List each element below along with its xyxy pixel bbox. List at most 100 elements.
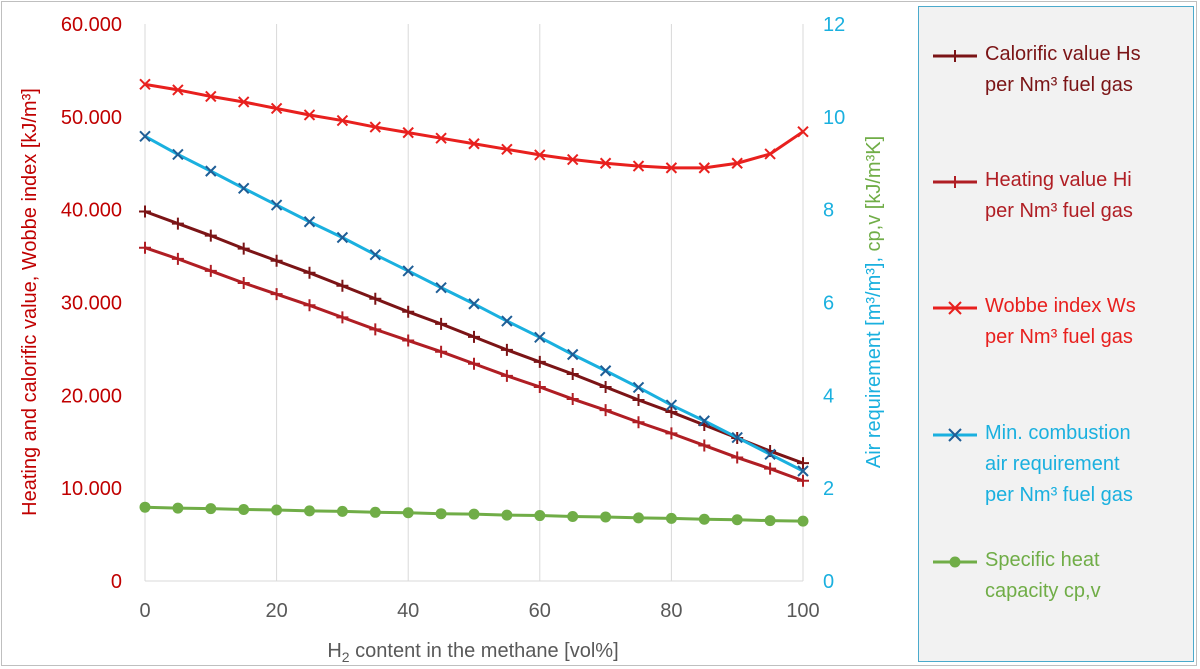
x-tick-label: 0 <box>139 600 150 622</box>
data-point-specific-heat-capacity-cp-v <box>698 513 710 525</box>
data-point-min-combustion-air-requirement <box>665 399 678 411</box>
x-axis-title-subscript: 2 <box>342 649 350 665</box>
x-axis-title: H2 content in the methane [vol%] <box>327 640 618 665</box>
data-point-heating-value-hi <box>303 299 316 312</box>
data-point-specific-heat-capacity-cp-v <box>797 515 809 527</box>
data-point-heating-value-hi <box>336 311 349 324</box>
data-point-min-combustion-air-requirement <box>468 298 480 310</box>
y-left-tick-label: 50.000 <box>61 107 122 129</box>
data-point-specific-heat-capacity-cp-v <box>238 504 250 516</box>
data-point-wobbe-index-ws <box>172 84 184 96</box>
data-point-specific-heat-capacity-cp-v <box>665 512 677 524</box>
data-point-specific-heat-capacity-cp-v <box>205 503 217 515</box>
y-axis-left-title: Heating and calorific value, Wobbe index… <box>19 88 41 516</box>
data-point-wobbe-index-ws <box>566 153 579 166</box>
y-left-tick-label: 30.000 <box>61 293 122 315</box>
data-point-heating-value-hi <box>731 451 744 464</box>
data-point-wobbe-index-ws <box>402 126 414 139</box>
data-point-heating-value-hi <box>237 277 250 290</box>
data-point-specific-heat-capacity-cp-v <box>468 508 480 520</box>
y-right-tick-label: 4 <box>823 385 834 407</box>
y-left-tick-label: 10.000 <box>61 478 122 500</box>
legend-label-line: air requirement <box>985 453 1120 475</box>
data-point-specific-heat-capacity-cp-v <box>501 509 513 521</box>
data-point-specific-heat-capacity-cp-v <box>435 508 447 520</box>
legend: Calorific value Hs per Nm³ fuel gas Heat… <box>918 6 1194 662</box>
y-right-tick-label: 8 <box>823 200 834 222</box>
data-point-specific-heat-capacity-cp-v <box>402 507 414 519</box>
y-right-tick-label: 0 <box>823 571 834 593</box>
data-point-min-combustion-air-requirement <box>402 265 414 277</box>
data-point-wobbe-index-ws <box>599 157 612 169</box>
data-point-specific-heat-capacity-cp-v <box>764 515 776 527</box>
data-point-wobbe-index-ws <box>797 125 809 138</box>
data-point-min-combustion-air-requirement <box>501 315 513 327</box>
data-point-min-combustion-air-requirement <box>534 331 546 344</box>
data-point-heating-value-hi <box>402 334 415 347</box>
legend-label-specific-heat: Specific heat capacity cp,v <box>985 545 1190 607</box>
legend-label-wobbe-index: Wobbe index Ws per Nm³ fuel gas <box>985 291 1190 353</box>
data-point-specific-heat-capacity-cp-v <box>567 510 579 522</box>
data-point-calorific-value-hs <box>665 406 678 419</box>
data-point-calorific-value-hs <box>797 457 809 470</box>
data-point-specific-heat-capacity-cp-v <box>304 505 315 517</box>
x-tick-label: 80 <box>660 600 682 622</box>
data-point-wobbe-index-ws <box>501 143 513 156</box>
y-right-tick-label: 2 <box>823 478 834 500</box>
data-point-calorific-value-hs <box>303 266 316 279</box>
data-point-calorific-value-hs <box>171 217 184 230</box>
tick-labels: 0 20 40 60 80 100010.00020.00030.00040.00050.… <box>61 14 845 622</box>
data-point-wobbe-index-ws <box>303 109 316 121</box>
data-point-heating-value-hi <box>369 323 382 336</box>
series-min-combustion-air-requirement <box>139 130 809 477</box>
x-axis-title-rest: content in the methane [vol%] <box>350 640 619 662</box>
data-point-calorific-value-hs <box>599 380 612 393</box>
data-point-heating-value-hi <box>270 288 283 301</box>
data-point-specific-heat-capacity-cp-v <box>172 502 184 514</box>
data-point-min-combustion-air-requirement <box>566 348 579 361</box>
data-point-wobbe-index-ws <box>632 160 645 172</box>
data-point-heating-value-hi <box>665 427 678 440</box>
data-point-min-combustion-air-requirement <box>139 130 151 143</box>
data-point-specific-heat-capacity-cp-v <box>534 510 546 522</box>
data-point-heating-value-hi <box>764 462 777 475</box>
data-point-calorific-value-hs <box>533 355 546 368</box>
data-point-wobbe-index-ws <box>534 149 546 161</box>
data-point-calorific-value-hs <box>204 229 217 242</box>
legend-label-line: per Nm³ fuel gas <box>985 200 1133 222</box>
series-specific-heat-capacity-cp-v <box>139 501 809 527</box>
legend-marker-wobbe-index <box>933 301 977 315</box>
data-point-wobbe-index-ws <box>435 132 447 144</box>
y-right-tick-label: 6 <box>823 293 834 315</box>
data-point-heating-value-hi <box>533 380 546 393</box>
legend-label-line: per Nm³ fuel gas <box>985 326 1133 348</box>
data-point-heating-value-hi <box>468 357 480 370</box>
y-left-tick-label: 20.000 <box>61 385 122 407</box>
data-point-calorific-value-hs <box>369 292 382 305</box>
data-point-calorific-value-hs <box>336 279 349 292</box>
data-point-wobbe-index-ws <box>237 96 250 108</box>
data-point-specific-heat-capacity-cp-v <box>139 501 151 513</box>
data-point-wobbe-index-ws <box>205 90 217 103</box>
legend-label-line: Min. combustion <box>985 422 1131 444</box>
y-left-tick-label: 60.000 <box>61 14 122 36</box>
data-point-specific-heat-capacity-cp-v <box>731 514 743 526</box>
series-heating-value-hi <box>139 241 809 487</box>
data-point-specific-heat-capacity-cp-v <box>271 504 283 516</box>
legend-label-line: capacity cp,v <box>985 580 1101 602</box>
series-calorific-value-hs <box>139 205 809 470</box>
data-point-calorific-value-hs <box>139 205 151 218</box>
data-point-wobbe-index-ws <box>139 78 151 91</box>
data-point-min-combustion-air-requirement <box>237 182 250 195</box>
legend-label-line: Specific heat <box>985 549 1100 571</box>
data-point-min-combustion-air-requirement <box>205 165 217 177</box>
data-point-heating-value-hi <box>632 416 645 429</box>
y-axis-right-title-cp: cp,v [kJ/m³K] <box>863 136 885 252</box>
data-point-wobbe-index-ws <box>698 162 711 174</box>
y-axis-right-title: Air requirement [m³/m³], cp,v [kJ/m³K] <box>863 136 885 468</box>
chart-plot: 0 20 40 60 80 100010.00020.00030.00040.00050.… <box>19 14 885 665</box>
data-point-wobbe-index-ws <box>665 162 678 174</box>
data-point-calorific-value-hs <box>270 254 283 267</box>
data-point-wobbe-index-ws <box>764 148 776 160</box>
